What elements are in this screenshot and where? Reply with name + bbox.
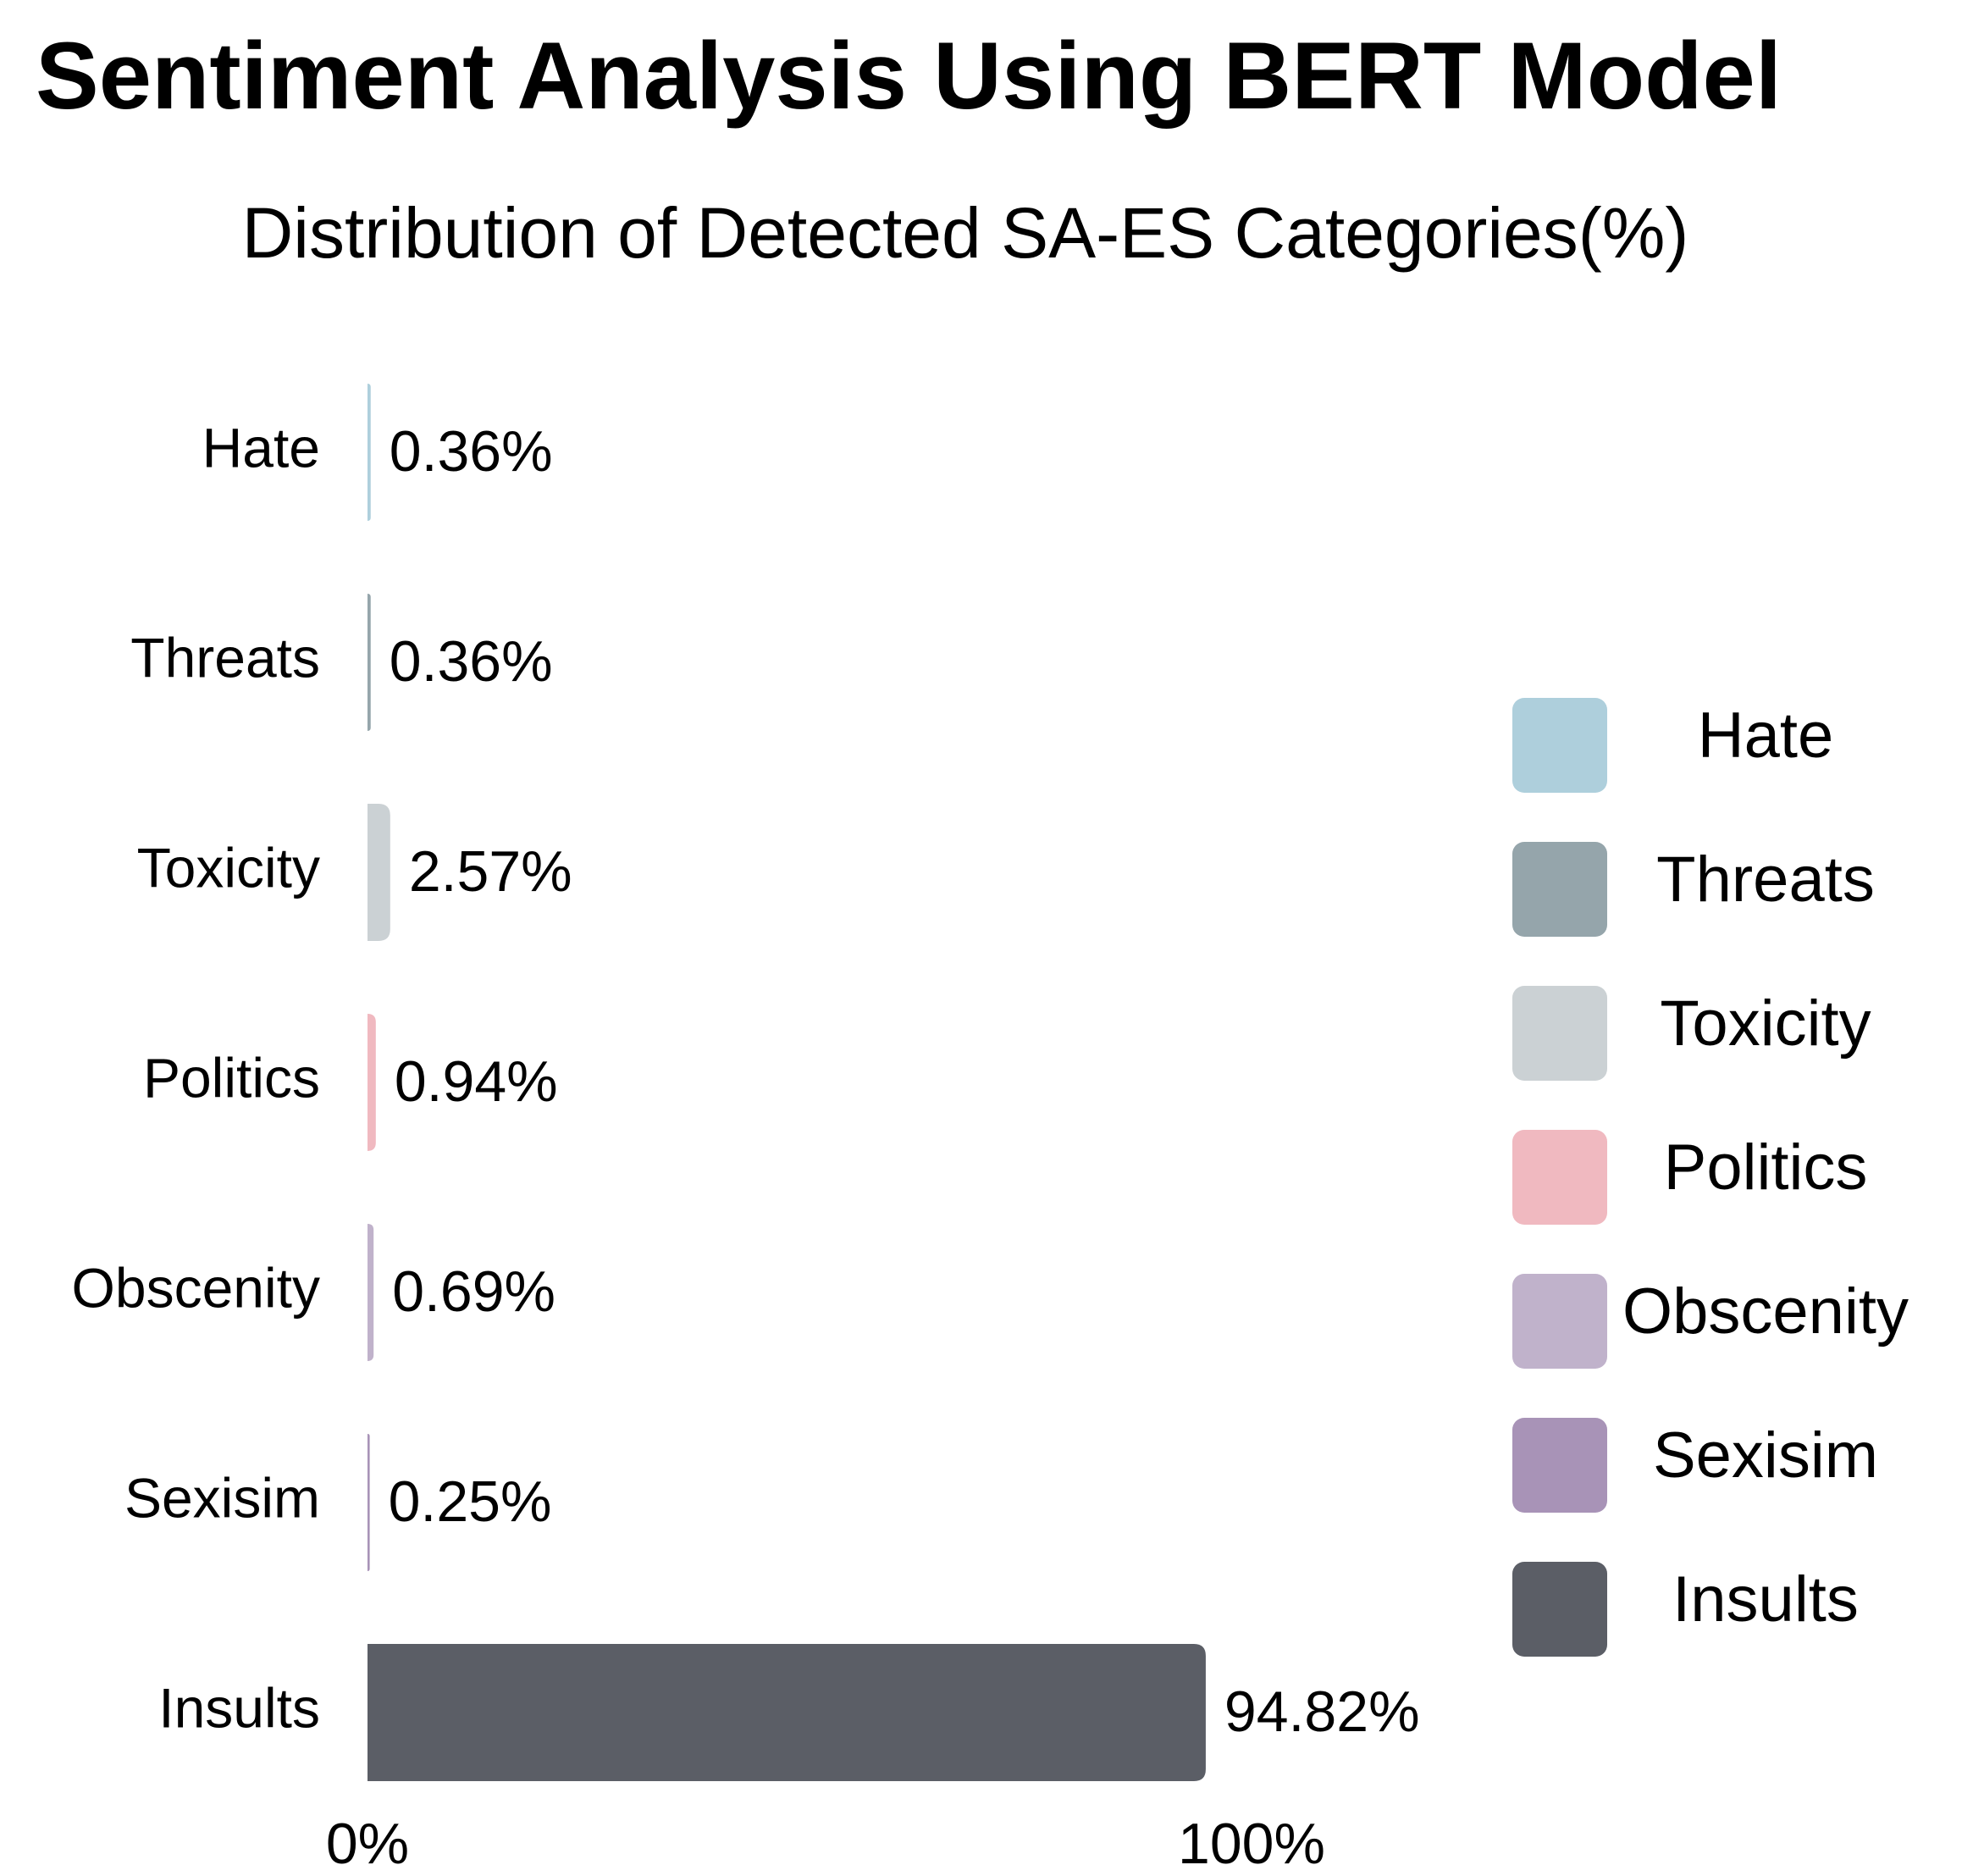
bars-group: Hate 0.36% Threats 0.36% Toxicity 2.57% Politi…: [72, 384, 1420, 1781]
bar-obscenity: [368, 1224, 374, 1361]
value-label-toxicity: 2.57%: [409, 839, 572, 904]
legend-label-threats: Threats: [1656, 844, 1875, 916]
legend-swatch-threats: [1512, 842, 1607, 937]
category-label-hate: Hate: [202, 416, 320, 479]
category-label-toxicity: Toxicity: [137, 836, 320, 899]
legend-swatch-sexisim: [1512, 1418, 1607, 1513]
bar-threats: [368, 594, 371, 731]
x-tick-0: 0%: [326, 1812, 409, 1876]
legend-label-insults: Insults: [1672, 1563, 1859, 1635]
legend-swatch-insults: [1512, 1562, 1607, 1657]
category-label-sexisim: Sexisim: [124, 1466, 320, 1529]
x-axis-ticks: 0% 100%: [326, 1812, 1325, 1876]
legend-swatch-toxicity: [1512, 986, 1607, 1081]
legend-swatch-hate: [1512, 698, 1607, 793]
category-label-obscenity: Obscenity: [72, 1256, 320, 1319]
legend-label-obscenity: Obscenity: [1622, 1276, 1909, 1348]
bar-sexisim: [368, 1434, 370, 1571]
chart-title: Sentiment Analysis Using BERT Model: [36, 23, 1782, 129]
legend-label-toxicity: Toxicity: [1660, 988, 1871, 1060]
bar-hate: [368, 384, 371, 521]
value-label-insults: 94.82%: [1224, 1680, 1420, 1744]
value-label-threats: 0.36%: [390, 629, 553, 694]
legend: Hate Threats Toxicity Politics Obscenity Sexi…: [1512, 698, 1909, 1657]
legend-swatch-obscenity: [1512, 1274, 1607, 1369]
x-tick-100: 100%: [1178, 1812, 1325, 1876]
value-label-sexisim: 0.25%: [389, 1469, 552, 1534]
category-label-insults: Insults: [158, 1676, 320, 1739]
bar-insults: [368, 1644, 1206, 1781]
legend-swatch-politics: [1512, 1130, 1607, 1225]
legend-label-hate: Hate: [1698, 700, 1834, 772]
value-label-politics: 0.94%: [395, 1049, 558, 1114]
bar-toxicity: [368, 804, 390, 941]
chart-subtitle: Distribution of Detected SA-ES Categorie…: [242, 193, 1689, 273]
category-label-politics: Politics: [143, 1046, 320, 1109]
value-label-obscenity: 0.69%: [392, 1259, 555, 1324]
value-label-hate: 0.36%: [390, 419, 553, 484]
legend-label-sexisim: Sexisim: [1653, 1419, 1878, 1491]
category-label-threats: Threats: [130, 626, 320, 689]
bar-politics: [368, 1014, 376, 1151]
legend-label-politics: Politics: [1664, 1132, 1868, 1204]
